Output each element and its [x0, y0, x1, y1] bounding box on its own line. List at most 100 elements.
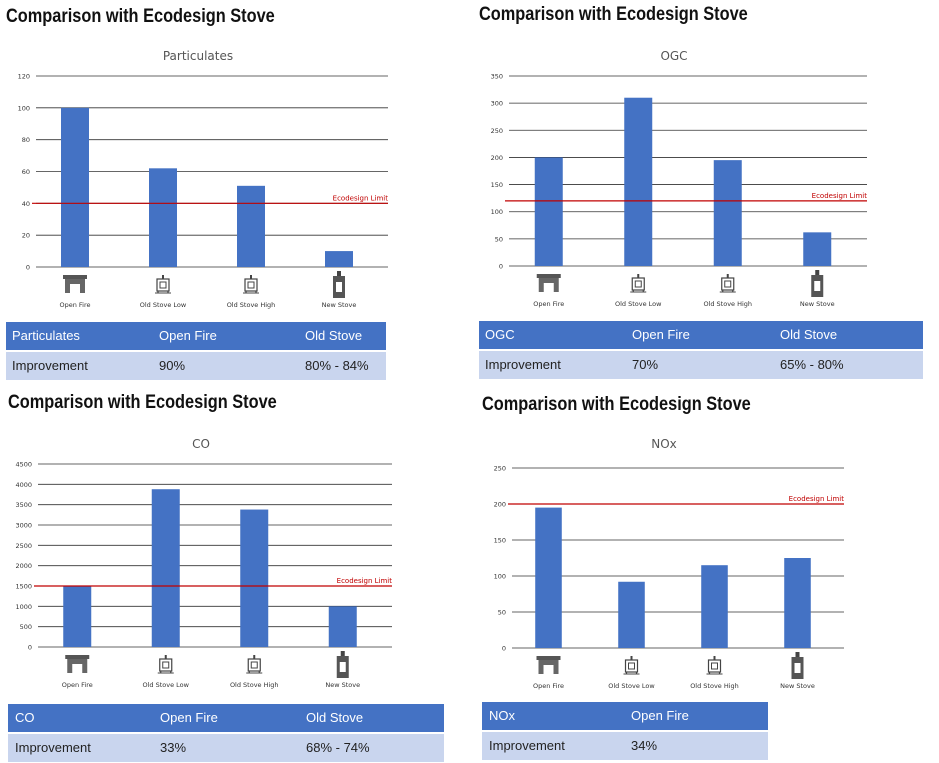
y-tick-label: 100: [18, 104, 30, 112]
table-row: Improvement 70% 65% - 80%: [479, 351, 923, 379]
y-tick-label: 3500: [15, 501, 32, 509]
table-cell: 33%: [160, 740, 187, 755]
y-tick-label: 50: [498, 609, 506, 617]
y-tick-label: 100: [494, 573, 506, 581]
chart-ogc: OGC 0 50 100 150 200 250 300 350 Open Fire Old Sto…: [479, 44, 868, 321]
y-tick-label: 250: [494, 465, 506, 473]
chart-svg: NOx 0 50 100 150 200 250 Open Fire Old Stove Low…: [494, 437, 845, 690]
new-stove-icon: [333, 271, 345, 298]
category-label: Open Fire: [62, 681, 93, 689]
y-tick-label: 60: [22, 168, 30, 176]
category-label: Old Stove Low: [615, 300, 662, 308]
y-tick-label: 150: [494, 537, 506, 545]
y-tick-label: 250: [491, 127, 503, 135]
category-label: Open Fire: [59, 301, 90, 309]
table-cell: 68% - 74%: [306, 740, 370, 755]
y-tick-label: 1000: [15, 603, 32, 611]
table-cell: 65% - 80%: [780, 357, 844, 372]
table-header-cell: Old Stove: [305, 328, 363, 343]
ecodesign-limit-label: Ecodesign Limit: [812, 192, 868, 200]
table-cell: Improvement: [15, 740, 91, 755]
panel-particulates: Comparison with Ecodesign Stove Particul…: [6, 6, 389, 382]
y-tick-label: 120: [18, 73, 30, 81]
new-stove-icon: [336, 651, 349, 678]
ecodesign-limit-label: Ecodesign Limit: [789, 495, 845, 503]
table-header-cell: Open Fire: [631, 708, 689, 723]
bar: [803, 232, 832, 266]
open-fire-icon: [65, 655, 90, 673]
table-cell: 34%: [631, 738, 658, 753]
category-label: New Stove: [800, 300, 835, 308]
y-tick-label: 350: [491, 73, 503, 81]
category-label: Old Stove High: [230, 681, 279, 689]
comparison-table: CO Open Fire Old Stove Improvement 33% 6…: [8, 704, 444, 762]
ecodesign-limit-label: Ecodesign Limit: [337, 577, 393, 585]
table-row: Improvement 34%: [482, 732, 768, 760]
category-label: Open Fire: [533, 682, 564, 690]
old-stove-low-icon: [630, 274, 647, 293]
ecodesign-limit-label: Ecodesign Limit: [333, 194, 389, 202]
y-tick-label: 50: [495, 235, 503, 243]
panel-co: Comparison with Ecodesign Stove CO 0 500 10…: [8, 392, 444, 762]
chart-title: OGC: [660, 49, 687, 63]
old-stove-low-icon: [155, 275, 171, 294]
bar: [624, 97, 653, 266]
y-tick-label: 2500: [15, 542, 32, 550]
table-cell: Improvement: [485, 357, 561, 372]
y-tick-label: 40: [22, 200, 30, 208]
new-stove-icon: [811, 270, 824, 297]
category-label: Old Stove Low: [608, 682, 655, 690]
y-tick-label: 150: [491, 181, 503, 189]
y-tick-label: 2000: [15, 562, 32, 570]
comparison-table: NOx Open Fire Improvement 34%: [482, 702, 768, 760]
y-tick-label: 0: [499, 263, 503, 271]
table-header-cell: Particulates: [12, 328, 80, 343]
chart-particulates: Particulates 0 20 40 60 80 100 120 Open Fire Old …: [6, 44, 389, 322]
chart-nox: NOx 0 50 100 150 200 250 Open Fire Old Stove Low…: [482, 432, 845, 700]
old-stove-high-icon: [246, 655, 263, 674]
bar: [328, 606, 357, 647]
table-header-row: OGC Open Fire Old Stove: [479, 321, 923, 349]
table-header-cell: Old Stove: [306, 710, 364, 725]
category-label: Old Stove High: [703, 300, 752, 308]
bar: [325, 251, 353, 267]
y-tick-label: 3000: [15, 522, 32, 530]
table-row: Improvement 33% 68% - 74%: [8, 734, 444, 762]
old-stove-high-icon: [706, 656, 723, 675]
y-tick-label: 200: [494, 501, 506, 509]
bar: [237, 185, 265, 267]
table-header-cell: Old Stove: [780, 327, 838, 342]
old-stove-low-icon: [157, 655, 174, 674]
y-tick-label: 80: [22, 136, 30, 144]
y-tick-label: 300: [491, 100, 503, 108]
panel-nox: Comparison with Ecodesign Stove NOx 0 50 10…: [482, 394, 852, 760]
panel-heading: Comparison with Ecodesign Stove: [8, 392, 277, 413]
category-label: Old Stove High: [227, 301, 276, 309]
table-header-cell: CO: [15, 710, 35, 725]
bar: [151, 489, 180, 647]
comparison-table: Particulates Open Fire Old Stove Improve…: [6, 322, 386, 380]
chart-svg: Particulates 0 20 40 60 80 100 120 Open Fire Old …: [18, 49, 389, 309]
category-label: Old Stove High: [690, 682, 739, 690]
comparison-table: OGC Open Fire Old Stove Improvement 70% …: [479, 321, 923, 379]
panel-heading: Comparison with Ecodesign Stove: [6, 6, 275, 27]
panel-ogc: Comparison with Ecodesign Stove OGC 0 50 10…: [479, 4, 923, 380]
table-cell: 90%: [159, 358, 186, 373]
category-label: New Stove: [780, 682, 815, 690]
y-tick-label: 1500: [15, 583, 32, 591]
table-cell: 80% - 84%: [305, 358, 369, 373]
table-cell: Improvement: [12, 358, 88, 373]
table-header-cell: OGC: [485, 327, 515, 342]
bar: [535, 507, 562, 648]
open-fire-icon: [536, 274, 561, 292]
category-label: Old Stove Low: [140, 301, 187, 309]
y-tick-label: 20: [22, 232, 30, 240]
y-tick-label: 100: [491, 208, 503, 216]
open-fire-icon: [63, 275, 87, 293]
panel-heading: Comparison with Ecodesign Stove: [482, 394, 751, 415]
y-tick-label: 4500: [15, 461, 32, 469]
bar: [701, 565, 728, 648]
category-label: Open Fire: [533, 300, 564, 308]
old-stove-high-icon: [243, 275, 259, 294]
table-header-cell: Open Fire: [632, 327, 690, 342]
